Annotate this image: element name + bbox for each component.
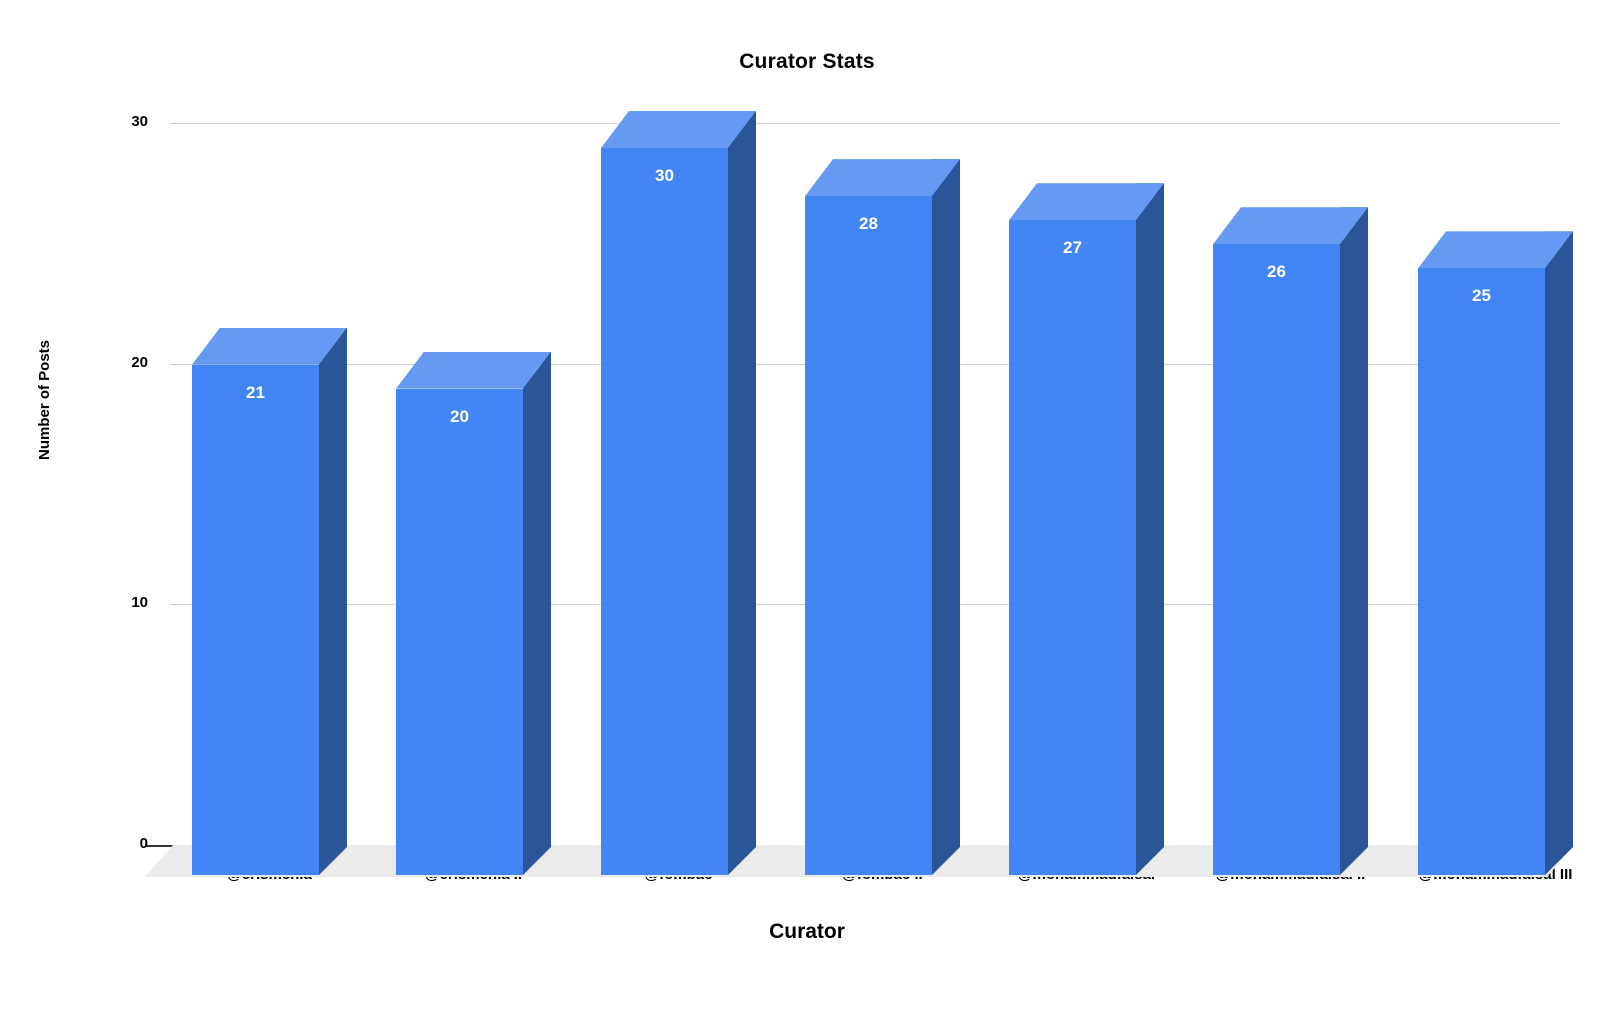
y-axis-title: Number of Posts — [36, 340, 53, 461]
bar-series: 21 20 30 28 27 26 25 — [145, 110, 1575, 875]
bar-value-label: 30 — [655, 166, 674, 185]
bar-value-label: 28 — [859, 214, 878, 234]
bar-value-label: 26 — [1267, 262, 1286, 282]
bar[interactable]: 25 — [1418, 268, 1545, 875]
bar[interactable]: 30 — [601, 148, 728, 875]
bar-top-face — [1213, 207, 1368, 244]
bar-value-label: 20 — [450, 406, 469, 426]
bar[interactable]: 26 — [1213, 244, 1340, 875]
bar-front-face — [1213, 244, 1340, 875]
y-tick-label: 0 — [139, 835, 148, 852]
bar-value-label: 21 — [246, 382, 265, 402]
bar-value-label: 25 — [1472, 286, 1491, 306]
gridline — [170, 123, 1560, 124]
bar-front-face — [805, 196, 932, 875]
bar-value-label: 27 — [1063, 238, 1082, 258]
chart-title: Curator Stats — [739, 50, 875, 73]
bar-top-face — [1418, 231, 1573, 268]
bar-side-face — [728, 111, 756, 875]
bar-top-face — [1009, 183, 1164, 220]
bar-side-face — [1136, 183, 1164, 875]
bar-side-face — [1340, 207, 1368, 875]
bar-side-face — [319, 328, 347, 875]
bar-top-face — [805, 159, 960, 196]
bar-top-face — [396, 352, 551, 389]
bar-side-face — [932, 159, 960, 875]
bar-front-face — [192, 364, 319, 875]
y-tick-label: 30 — [131, 113, 148, 130]
bar[interactable]: 21 — [192, 365, 319, 875]
bar-side-face — [523, 352, 551, 875]
bar-front-face — [1009, 220, 1136, 875]
plot-area: 0 10 20 30 21 20 30 28 27 26 25 — [131, 110, 1575, 877]
x-axis-title: Curator — [769, 920, 845, 943]
bar-front-face — [1418, 268, 1545, 875]
bar-side-face — [1545, 231, 1573, 875]
bar[interactable]: 27 — [1009, 220, 1136, 875]
bar[interactable]: 28 — [805, 196, 932, 875]
bar-top-face — [601, 111, 756, 148]
bar-front-face — [601, 148, 728, 875]
bar-top-face — [192, 328, 347, 365]
bar[interactable]: 20 — [396, 389, 523, 875]
y-tick-label: 20 — [131, 353, 148, 371]
y-tick-label: 10 — [131, 594, 148, 612]
bar-front-face — [396, 388, 523, 875]
